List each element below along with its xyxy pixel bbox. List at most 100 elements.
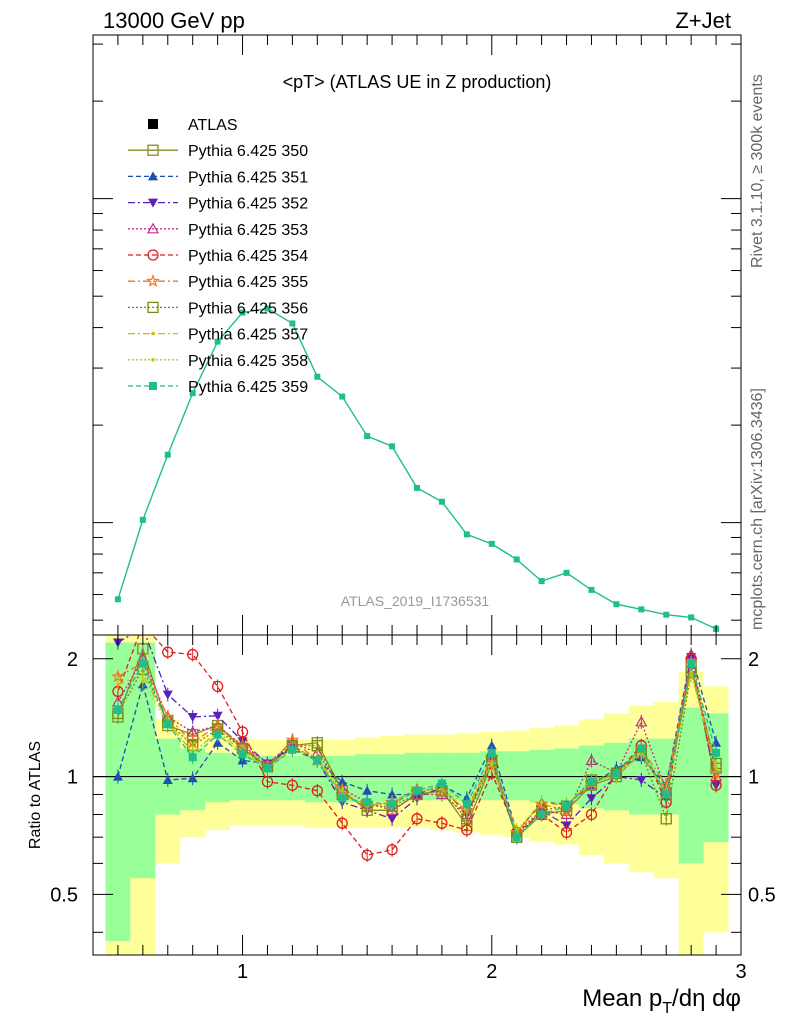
legend-label: Pythia 6.425 358	[188, 353, 308, 370]
rivet-label: Rivet 3.1.10, ≥ 300k events	[749, 74, 766, 268]
data-point	[188, 753, 197, 762]
data-point	[463, 531, 470, 538]
data-point	[163, 720, 172, 729]
legend-label: Pythia 6.425 353	[188, 222, 308, 239]
data-point	[147, 301, 159, 314]
data-point	[112, 771, 123, 781]
data-point	[211, 680, 224, 693]
data-point	[187, 773, 198, 783]
data-point	[437, 779, 446, 788]
legend-label: Pythia 6.425 352	[188, 196, 308, 213]
data-point	[146, 273, 160, 288]
data-point	[212, 711, 223, 721]
legend-entry: Pythia 6.425 350	[128, 143, 308, 160]
data-point	[689, 672, 693, 677]
data-point	[488, 540, 495, 547]
data-point	[486, 740, 497, 750]
data-point	[513, 556, 520, 563]
data-point	[489, 761, 494, 766]
data-point	[314, 373, 321, 380]
data-point	[164, 451, 171, 458]
main-plot-ticks	[93, 35, 741, 635]
data-point	[712, 748, 721, 757]
data-point	[636, 775, 647, 785]
chart-title: <pT> (ATLAS UE in Z production)	[283, 72, 552, 92]
data-point	[213, 730, 222, 739]
data-point	[538, 578, 545, 585]
data-point	[387, 789, 398, 799]
data-point	[238, 750, 247, 759]
legend-label: Pythia 6.425 357	[188, 327, 308, 344]
data-point	[362, 785, 373, 795]
data-point	[114, 596, 121, 603]
data-point	[462, 800, 471, 809]
data-point	[512, 833, 521, 842]
main-plot-panel: <pT> (ATLAS UE in Z production) ATLAS_20…	[92, 34, 742, 636]
data-point	[340, 788, 345, 793]
ratio-series	[113, 656, 721, 845]
data-point	[151, 331, 155, 336]
data-point	[138, 659, 147, 668]
data-point	[116, 682, 120, 687]
data-point	[487, 748, 496, 757]
legend-label: Pythia 6.425 355	[188, 274, 308, 291]
x-tick-label: 2	[486, 961, 497, 983]
data-point	[586, 794, 597, 804]
data-point	[214, 338, 221, 345]
y-tick-label: 0.5	[748, 884, 776, 906]
data-point	[660, 813, 672, 825]
y-tick-label: 0.5	[50, 884, 78, 906]
data-point	[263, 764, 272, 773]
data-point	[612, 769, 621, 778]
data-point	[562, 802, 571, 811]
data-point	[588, 586, 595, 593]
x-tick-label: 1	[237, 961, 248, 983]
data-point	[539, 800, 544, 805]
data-point	[436, 817, 448, 829]
data-point	[388, 800, 397, 809]
data-point	[239, 309, 246, 316]
data-point	[386, 844, 398, 856]
data-point	[338, 794, 347, 803]
data-point	[189, 390, 196, 397]
data-point	[411, 813, 423, 825]
data-point	[537, 810, 546, 819]
inner-band-segment	[279, 755, 305, 801]
data-point	[162, 646, 174, 658]
data-point	[438, 498, 445, 505]
data-point	[714, 764, 718, 769]
data-point	[264, 305, 271, 312]
legend-entry: Pythia 6.425 358	[128, 353, 308, 370]
x-axis-label: Mean pT/dη dφ	[582, 985, 741, 1017]
data-point	[635, 715, 648, 727]
data-point	[585, 754, 598, 765]
data-point	[162, 774, 173, 784]
y-tick-label: 1	[67, 767, 78, 789]
inner-band-segment	[504, 751, 530, 801]
data-point	[289, 320, 296, 327]
data-point	[146, 222, 160, 234]
legend: ATLAS Pythia 6.425 350 Pythia 6.425 351 Pyt…	[128, 117, 308, 396]
legend-label: Pythia 6.425 359	[188, 379, 308, 396]
data-point	[148, 171, 158, 181]
data-point	[141, 679, 145, 684]
legend-entry: ATLAS	[148, 117, 238, 134]
data-point	[514, 828, 519, 832]
data-point	[148, 198, 158, 208]
legend-label: Pythia 6.425 356	[188, 300, 308, 317]
legend-entry: Pythia 6.425 355	[128, 273, 308, 291]
data-point	[663, 611, 670, 618]
legend-label: ATLAS	[188, 117, 238, 134]
ratio-series	[112, 635, 722, 863]
data-point	[261, 776, 274, 788]
data-point	[710, 779, 722, 791]
legend-entry: Pythia 6.425 352	[128, 196, 308, 213]
data-point	[563, 569, 570, 576]
y-axis-label: Ratio to ATLAS	[27, 741, 44, 849]
data-point	[361, 849, 373, 861]
data-point	[413, 786, 421, 795]
data-point	[313, 756, 322, 765]
data-point	[212, 737, 223, 747]
data-point	[386, 804, 399, 815]
